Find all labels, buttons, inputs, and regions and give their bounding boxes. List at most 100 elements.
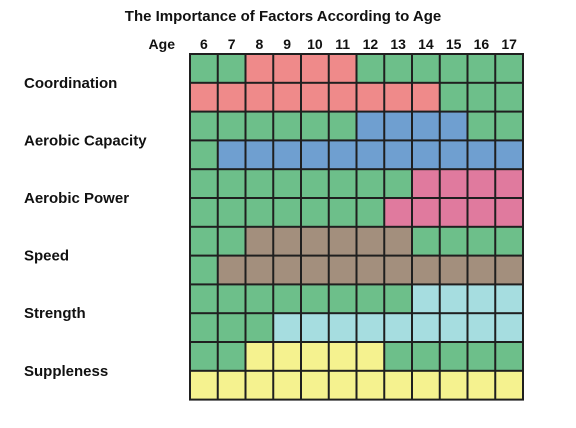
cell-r8-age-16: [468, 285, 495, 313]
age-tick-6: 6: [200, 36, 208, 52]
age-tick-10: 10: [307, 36, 323, 52]
cell-r7-age-10: [302, 256, 328, 284]
cell-r1-age-6: [191, 83, 217, 111]
factor-label-coordination: Coordination: [24, 75, 117, 92]
factor-labels: Coordination Aerobic Capacity Aerobic Powe…: [24, 75, 147, 380]
cell-r10-age-10: [302, 343, 328, 370]
cell-r2-age-12: [357, 112, 384, 140]
age-axis-label: Age: [149, 36, 176, 52]
cell-r11-age-8: [246, 371, 273, 399]
cell-r1-age-11: [329, 83, 356, 111]
cell-r3-age-15: [440, 141, 467, 169]
cell-r0-age-13: [385, 55, 411, 82]
cell-r5-age-17: [496, 199, 522, 226]
cell-r2-age-8: [246, 112, 273, 140]
cell-r3-age-10: [302, 141, 328, 169]
cell-r8-age-9: [274, 285, 300, 313]
cell-r10-age-9: [274, 343, 300, 370]
cell-r2-age-13: [385, 112, 411, 140]
cell-r4-age-7: [218, 170, 245, 197]
cell-r4-age-16: [468, 170, 495, 197]
cell-r0-age-9: [274, 55, 300, 82]
cell-r4-age-17: [496, 170, 522, 197]
factor-label-aerobic-capacity: Aerobic Capacity: [24, 132, 147, 149]
cell-r6-age-8: [246, 227, 273, 255]
age-ticks: 6 7 8 9 10 11 12 13 14 15 16 17: [200, 36, 517, 52]
cell-r0-age-8: [246, 55, 273, 82]
cell-r10-age-7: [218, 343, 245, 370]
cell-r7-age-6: [191, 256, 217, 284]
cell-r3-age-9: [274, 141, 300, 169]
cell-r11-age-6: [191, 371, 217, 399]
chart-title: The Importance of Factors According to A…: [125, 8, 441, 25]
cell-r3-age-13: [385, 141, 411, 169]
cell-r9-age-15: [440, 314, 467, 341]
cell-r3-age-16: [468, 141, 495, 169]
cell-r1-age-8: [246, 83, 273, 111]
cell-r4-age-15: [440, 170, 467, 197]
cell-r0-age-6: [191, 55, 217, 82]
cell-r0-age-10: [302, 55, 328, 82]
cell-r9-age-9: [274, 314, 300, 341]
cell-r2-age-9: [274, 112, 300, 140]
cell-r11-age-9: [274, 371, 300, 399]
cell-r3-age-11: [329, 141, 356, 169]
cell-r7-age-9: [274, 256, 300, 284]
cell-r10-age-17: [496, 343, 522, 370]
cell-r2-age-11: [329, 112, 356, 140]
cell-r4-age-12: [357, 170, 384, 197]
cell-r6-age-6: [191, 227, 217, 255]
cell-r1-age-14: [413, 83, 439, 111]
cell-r0-age-17: [496, 55, 522, 82]
cell-r7-age-7: [218, 256, 245, 284]
cell-r1-age-17: [496, 83, 522, 111]
cell-r9-age-13: [385, 314, 411, 341]
cell-r5-age-10: [302, 199, 328, 226]
cell-r8-age-17: [496, 285, 522, 313]
cell-r4-age-6: [191, 170, 217, 197]
cell-r10-age-11: [329, 343, 356, 370]
cell-r9-age-14: [413, 314, 439, 341]
cell-r7-age-11: [329, 256, 356, 284]
cell-r1-age-9: [274, 83, 300, 111]
cell-r9-age-16: [468, 314, 495, 341]
cell-r10-age-12: [357, 343, 384, 370]
cell-r8-age-10: [302, 285, 328, 313]
cell-r8-age-11: [329, 285, 356, 313]
cell-r11-age-16: [468, 371, 495, 399]
age-tick-11: 11: [335, 36, 350, 52]
factor-label-speed: Speed: [24, 248, 69, 265]
cell-r10-age-8: [246, 343, 273, 370]
cell-r6-age-14: [413, 227, 439, 255]
cell-r9-age-10: [302, 314, 328, 341]
cell-r1-age-7: [218, 83, 245, 111]
cell-r11-age-17: [496, 371, 522, 399]
cell-r2-age-7: [218, 112, 245, 140]
cell-r3-age-14: [413, 141, 439, 169]
cell-r7-age-12: [357, 256, 384, 284]
cell-r3-age-17: [496, 141, 522, 169]
cell-r5-age-15: [440, 199, 467, 226]
cell-r3-age-8: [246, 141, 273, 169]
cell-r10-age-16: [468, 343, 495, 370]
cell-r7-age-16: [468, 256, 495, 284]
cell-r0-age-14: [413, 55, 439, 82]
age-tick-8: 8: [255, 36, 263, 52]
cell-r8-age-14: [413, 285, 439, 313]
cell-r0-age-11: [329, 55, 356, 82]
cell-r9-age-8: [246, 314, 273, 341]
cell-r10-age-13: [385, 343, 411, 370]
cell-r7-age-17: [496, 256, 522, 284]
cell-r6-age-12: [357, 227, 384, 255]
factor-label-suppleness: Suppleness: [24, 363, 108, 380]
cell-r8-age-6: [191, 285, 217, 313]
cell-r8-age-15: [440, 285, 467, 313]
cell-r4-age-14: [413, 170, 439, 197]
cell-r2-age-17: [496, 112, 522, 140]
cell-r5-age-7: [218, 199, 245, 226]
cell-r8-age-7: [218, 285, 245, 313]
cell-r5-age-14: [413, 199, 439, 226]
cell-r8-age-8: [246, 285, 273, 313]
cell-r9-age-6: [191, 314, 217, 341]
